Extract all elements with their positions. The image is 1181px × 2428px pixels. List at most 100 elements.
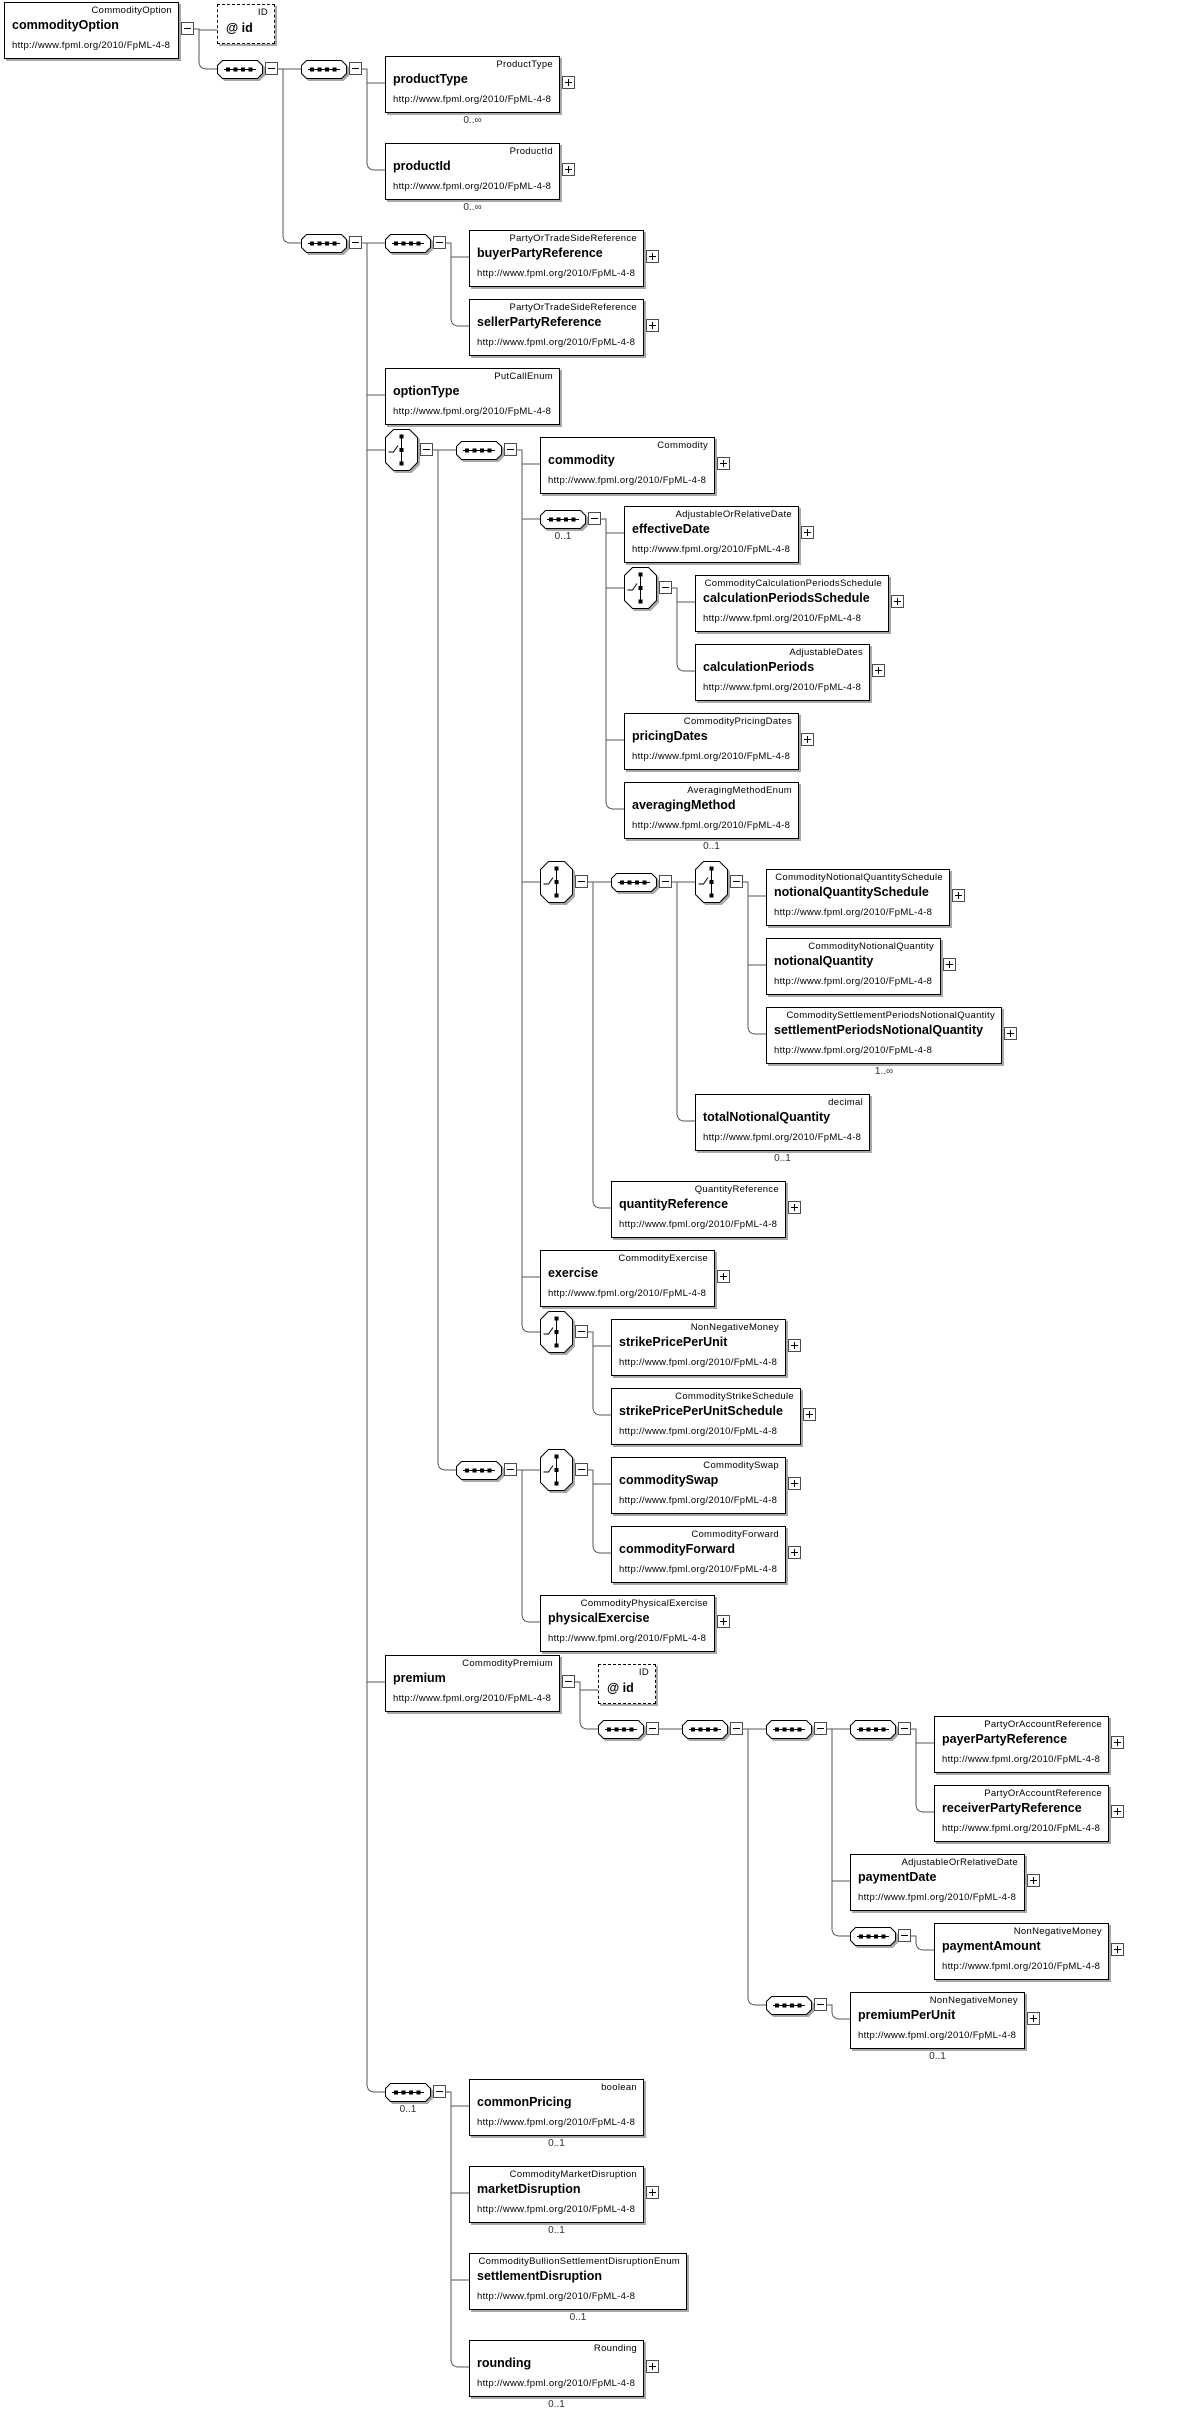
element-box-producttype[interactable]: ProductType productType http://www.fpml.or… [385,56,560,113]
sequence-icon[interactable] [385,2082,431,2102]
collapse-icon[interactable] [562,1675,575,1688]
sequence-icon[interactable] [850,1926,896,1946]
collapse-icon[interactable] [349,236,362,249]
collapse-icon[interactable] [814,1722,827,1735]
expand-icon[interactable] [788,1477,801,1490]
element-box-sellerpartyreference[interactable]: PartyOrTradeSideReference sellerPartyRefe… [469,299,644,356]
collapse-icon[interactable] [575,875,588,888]
expand-icon[interactable] [646,2186,659,2199]
element-box-receiverpartyreference[interactable]: PartyOrAccountReference receiverPartyRefe… [934,1785,1109,1842]
element-box-strikepriceperunit[interactable]: NonNegativeMoney strikePricePerUnit http:/… [611,1319,786,1376]
element-box-premiumperunit[interactable]: NonNegativeMoney premiumPerUnit http://www… [850,1992,1025,2049]
element-box-effectivedate[interactable]: AdjustableOrRelativeDate effectiveDate htt… [624,506,799,563]
element-box-commodityswap[interactable]: CommoditySwap commoditySwap http://www.fpm… [611,1457,786,1514]
expand-icon[interactable] [717,457,730,470]
expand-icon[interactable] [788,1201,801,1214]
collapse-icon[interactable] [575,1463,588,1476]
expand-icon[interactable] [562,76,575,89]
collapse-icon[interactable] [646,1722,659,1735]
expand-icon[interactable] [788,1339,801,1352]
element-box-marketdisruption[interactable]: CommodityMarketDisruption marketDisruptio… [469,2166,644,2223]
element-box-physicalexercise[interactable]: CommodityPhysicalExercise physicalExercis… [540,1595,715,1652]
element-box-paymentamount[interactable]: NonNegativeMoney paymentAmount http://www.… [934,1923,1109,1980]
choice-icon[interactable] [540,1311,573,1353]
expand-icon[interactable] [717,1270,730,1283]
collapse-icon[interactable] [504,443,517,456]
sequence-icon[interactable] [611,872,657,892]
collapse-icon[interactable] [265,62,278,75]
sequence-icon[interactable] [456,1460,502,1480]
element-box-paymentdate[interactable]: AdjustableOrRelativeDate paymentDate http:… [850,1854,1025,1911]
element-box-calculationperiodsschedule[interactable]: CommodityCalculationPeriodsSchedule calcu… [695,575,889,632]
sequence-icon[interactable] [766,1719,812,1739]
sequence-icon[interactable] [456,440,502,460]
element-box-averagingmethod[interactable]: AveragingMethodEnum averagingMethod http:/… [624,782,799,839]
element-box-strikepriceperunitschedule[interactable]: CommodityStrikeSchedule strikePricePerUni… [611,1388,801,1445]
attribute-box-id[interactable]: ID @ id [598,1664,656,1704]
element-box-pricingdates[interactable]: CommodityPricingDates pricingDates http://… [624,713,799,770]
element-box-optiontype[interactable]: PutCallEnum optionType http://www.fpml.org… [385,368,560,425]
element-box-notionalquantityschedule[interactable]: CommodityNotionalQuantitySchedule notiona… [766,869,950,926]
sequence-icon[interactable] [301,233,347,253]
collapse-icon[interactable] [730,1722,743,1735]
sequence-icon[interactable] [598,1719,644,1739]
collapse-icon[interactable] [814,1998,827,2011]
collapse-icon[interactable] [575,1325,588,1338]
sequence-icon[interactable] [850,1719,896,1739]
element-box-exercise[interactable]: CommodityExercise exercise http://www.fpml… [540,1250,715,1307]
expand-icon[interactable] [872,664,885,677]
expand-icon[interactable] [803,1408,816,1421]
collapse-icon[interactable] [898,1722,911,1735]
collapse-icon[interactable] [659,581,672,594]
element-box-notionalquantity[interactable]: CommodityNotionalQuantity notionalQuantit… [766,938,941,995]
element-box-totalnotionalquantity[interactable]: decimal totalNotionalQuantity http://www.f… [695,1094,870,1151]
expand-icon[interactable] [891,595,904,608]
collapse-icon[interactable] [588,512,601,525]
expand-icon[interactable] [562,163,575,176]
choice-icon[interactable] [695,861,728,903]
collapse-icon[interactable] [659,875,672,888]
element-box-settlementdisruption[interactable]: CommodityBullionSettlementDisruptionEnum… [469,2253,687,2310]
element-box-premium[interactable]: CommodityPremium premium http://www.fpml.o… [385,1655,560,1712]
sequence-icon[interactable] [540,509,586,529]
element-box-commodityoption[interactable]: CommodityOption commodityOption http://www… [4,2,179,59]
expand-icon[interactable] [1111,1805,1124,1818]
expand-icon[interactable] [801,526,814,539]
attribute-box-id[interactable]: ID @ id [217,4,275,44]
expand-icon[interactable] [646,319,659,332]
element-box-quantityreference[interactable]: QuantityReference quantityReference http:/… [611,1181,786,1238]
expand-icon[interactable] [1027,1874,1040,1887]
element-box-commodity[interactable]: Commodity commodity http://www.fpml.org/20… [540,437,715,494]
choice-icon[interactable] [540,1449,573,1491]
element-box-rounding[interactable]: Rounding rounding http://www.fpml.org/2010… [469,2340,644,2397]
sequence-icon[interactable] [217,59,263,79]
collapse-icon[interactable] [730,875,743,888]
expand-icon[interactable] [788,1546,801,1559]
sequence-icon[interactable] [766,1995,812,2015]
collapse-icon[interactable] [898,1929,911,1942]
element-box-commonpricing[interactable]: boolean commonPricing http://www.fpml.org/… [469,2079,644,2136]
collapse-icon[interactable] [181,22,194,35]
choice-icon[interactable] [624,567,657,609]
element-box-calculationperiods[interactable]: AdjustableDates calculationPeriods http://… [695,644,870,701]
expand-icon[interactable] [646,2360,659,2373]
expand-icon[interactable] [1027,2012,1040,2025]
expand-icon[interactable] [1111,1943,1124,1956]
collapse-icon[interactable] [504,1463,517,1476]
expand-icon[interactable] [952,889,965,902]
expand-icon[interactable] [717,1615,730,1628]
element-box-payerpartyreference[interactable]: PartyOrAccountReference payerPartyReferen… [934,1716,1109,1773]
element-box-buyerpartyreference[interactable]: PartyOrTradeSideReference buyerPartyRefer… [469,230,644,287]
expand-icon[interactable] [646,250,659,263]
expand-icon[interactable] [801,733,814,746]
sequence-icon[interactable] [301,59,347,79]
collapse-icon[interactable] [420,443,433,456]
collapse-icon[interactable] [349,62,362,75]
sequence-icon[interactable] [682,1719,728,1739]
choice-icon[interactable] [385,429,418,471]
collapse-icon[interactable] [433,236,446,249]
expand-icon[interactable] [1111,1736,1124,1749]
element-box-productid[interactable]: ProductId productId http://www.fpml.org/20… [385,143,560,200]
element-box-commodityforward[interactable]: CommodityForward commodityForward http://w… [611,1526,786,1583]
expand-icon[interactable] [1004,1027,1017,1040]
